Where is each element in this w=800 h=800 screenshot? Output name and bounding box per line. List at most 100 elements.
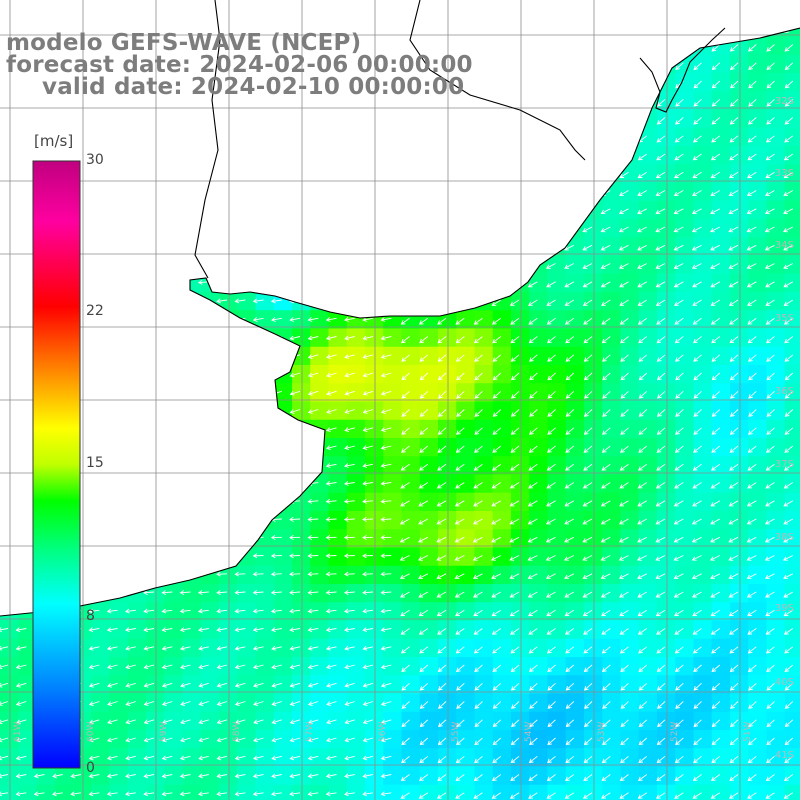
field-cell	[784, 529, 800, 549]
wind-arrow	[0, 719, 9, 725]
field-cell	[255, 584, 275, 603]
field-cell	[693, 54, 713, 74]
field-cell	[419, 383, 439, 403]
field-cell	[602, 511, 622, 530]
wind-arrow	[161, 755, 173, 761]
wind-arrow	[546, 482, 556, 489]
wind-arrow	[417, 555, 429, 561]
field-cell	[584, 602, 603, 622]
wind-arrow	[307, 773, 319, 779]
field-cell	[54, 784, 74, 800]
wind-arrow	[765, 482, 775, 489]
field-cell	[565, 511, 585, 530]
wind-arrow	[307, 535, 319, 540]
wind-arrow	[710, 281, 721, 288]
field-cell	[365, 511, 384, 530]
wind-arrow	[473, 609, 483, 617]
wind-arrow	[88, 701, 100, 706]
field-cell	[328, 401, 348, 421]
field-cell	[748, 219, 768, 238]
lon-label-54w: 54W	[524, 721, 534, 742]
wind-arrow	[253, 682, 264, 688]
wind-arrow	[583, 755, 593, 764]
wind-arrow	[528, 317, 538, 325]
field-cell	[620, 365, 640, 384]
wind-arrow	[729, 427, 739, 435]
wind-arrow	[380, 590, 392, 596]
wind-arrow	[748, 372, 757, 381]
wind-arrow	[528, 628, 538, 635]
wind-arrow	[546, 609, 556, 617]
wind-arrow	[673, 518, 684, 525]
wind-arrow	[638, 755, 648, 764]
field-cell	[711, 675, 731, 695]
wind-arrow	[584, 390, 593, 399]
wind-arrow	[693, 354, 702, 362]
wind-arrow	[637, 208, 648, 215]
field-cell	[492, 784, 512, 800]
wind-arrow	[380, 354, 392, 359]
field-cell	[219, 620, 238, 640]
wind-arrow	[748, 390, 757, 399]
wind-arrow	[325, 645, 337, 651]
wind-arrow	[546, 628, 556, 635]
field-cell	[146, 638, 165, 658]
field-cell	[693, 620, 713, 640]
field-cell	[292, 711, 311, 731]
field-cell	[784, 511, 800, 530]
field-cell	[273, 529, 293, 549]
field-cell	[547, 693, 567, 713]
field-cell	[711, 766, 731, 786]
field-cell	[419, 438, 439, 457]
wind-arrow	[307, 664, 319, 670]
field-cell	[638, 182, 658, 202]
field-cell	[693, 784, 713, 800]
field-cell	[602, 456, 622, 476]
wind-arrow	[289, 791, 301, 797]
wind-arrow	[473, 317, 483, 325]
field-cell	[401, 328, 421, 348]
field-cell	[474, 474, 494, 494]
field-cell	[474, 456, 494, 476]
wind-arrow	[675, 117, 684, 125]
field-cell	[584, 419, 603, 439]
wind-arrow	[289, 608, 301, 614]
field-cell	[438, 602, 457, 622]
field-cell	[419, 675, 439, 695]
wind-arrow	[343, 553, 355, 559]
wind-arrow	[674, 792, 684, 799]
wind-arrow	[547, 427, 556, 435]
wind-arrow	[583, 427, 593, 435]
wind-arrow	[198, 791, 209, 797]
field-cell	[456, 401, 476, 421]
field-cell	[91, 784, 111, 800]
field-cell	[675, 182, 695, 202]
field-cell	[602, 766, 622, 786]
field-cell	[273, 748, 293, 768]
field-cell	[474, 346, 494, 366]
wind-arrow	[747, 664, 757, 673]
field-cell	[109, 693, 129, 713]
wind-arrow	[270, 553, 282, 559]
field-cell	[164, 657, 184, 676]
wind-arrow	[766, 664, 775, 673]
wind-arrow	[399, 536, 410, 543]
wind-arrow	[125, 701, 136, 706]
field-cell	[675, 310, 695, 330]
wind-arrow	[510, 664, 520, 673]
wind-arrow	[88, 627, 100, 633]
field-cell	[36, 784, 56, 800]
field-cell	[711, 401, 731, 421]
wind-arrow	[710, 792, 721, 799]
field-cell	[784, 693, 800, 713]
wind-arrow	[693, 135, 702, 143]
wind-arrow	[271, 645, 282, 651]
wind-arrow	[216, 701, 228, 706]
field-cell	[620, 219, 640, 238]
wind-arrow	[638, 774, 648, 782]
wind-arrow	[711, 774, 721, 782]
wind-arrow	[216, 645, 228, 651]
wind-arrow	[602, 372, 611, 381]
wind-arrow	[474, 427, 483, 435]
wind-arrow	[746, 244, 757, 251]
